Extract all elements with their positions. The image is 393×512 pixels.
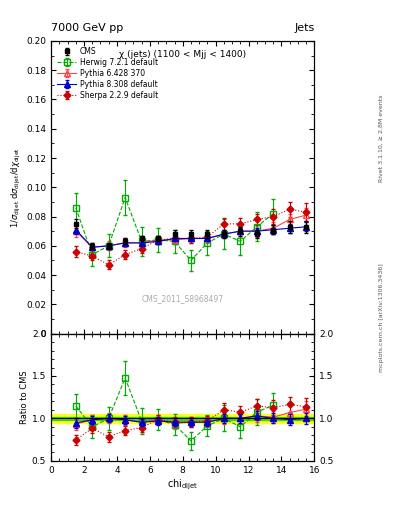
Bar	[51, 417, 314, 420]
X-axis label: chi$_{\rm dijet}$: chi$_{\rm dijet}$	[167, 477, 198, 492]
Y-axis label: Ratio to CMS: Ratio to CMS	[20, 370, 29, 424]
Text: mcplots.cern.ch [arXiv:1306.3436]: mcplots.cern.ch [arXiv:1306.3436]	[379, 263, 384, 372]
Text: χ (jets) (1100 < Mjj < 1400): χ (jets) (1100 < Mjj < 1400)	[119, 50, 246, 59]
Text: Jets: Jets	[294, 23, 314, 33]
Text: CMS_2011_S8968497: CMS_2011_S8968497	[142, 294, 224, 303]
Bar	[51, 414, 314, 422]
Y-axis label: $1/\sigma_{\rm dijet}\ \mathrm{d}\sigma_{\rm dijet}/\mathrm{d}\chi_{\rm dijet}$: $1/\sigma_{\rm dijet}\ \mathrm{d}\sigma_…	[10, 147, 23, 228]
Legend: CMS, Herwig 7.2.1 default, Pythia 6.428 370, Pythia 8.308 default, Sherpa 2.2.9 : CMS, Herwig 7.2.1 default, Pythia 6.428 …	[55, 45, 161, 102]
Text: 7000 GeV pp: 7000 GeV pp	[51, 23, 123, 33]
Text: Rivet 3.1.10, ≥ 2.8M events: Rivet 3.1.10, ≥ 2.8M events	[379, 95, 384, 182]
